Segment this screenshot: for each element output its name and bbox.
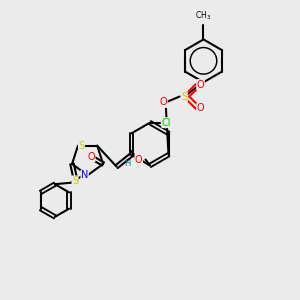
Text: O: O bbox=[87, 152, 95, 161]
Text: S: S bbox=[72, 176, 78, 186]
Text: N: N bbox=[81, 170, 88, 180]
Text: O: O bbox=[160, 98, 167, 107]
Text: S: S bbox=[79, 141, 85, 151]
Text: O: O bbox=[135, 154, 142, 164]
Text: O: O bbox=[197, 103, 204, 113]
Text: H: H bbox=[124, 159, 130, 168]
Text: Cl: Cl bbox=[162, 118, 171, 128]
Text: O: O bbox=[197, 80, 204, 90]
Text: S: S bbox=[181, 92, 187, 101]
Text: CH$_3$: CH$_3$ bbox=[195, 10, 212, 22]
